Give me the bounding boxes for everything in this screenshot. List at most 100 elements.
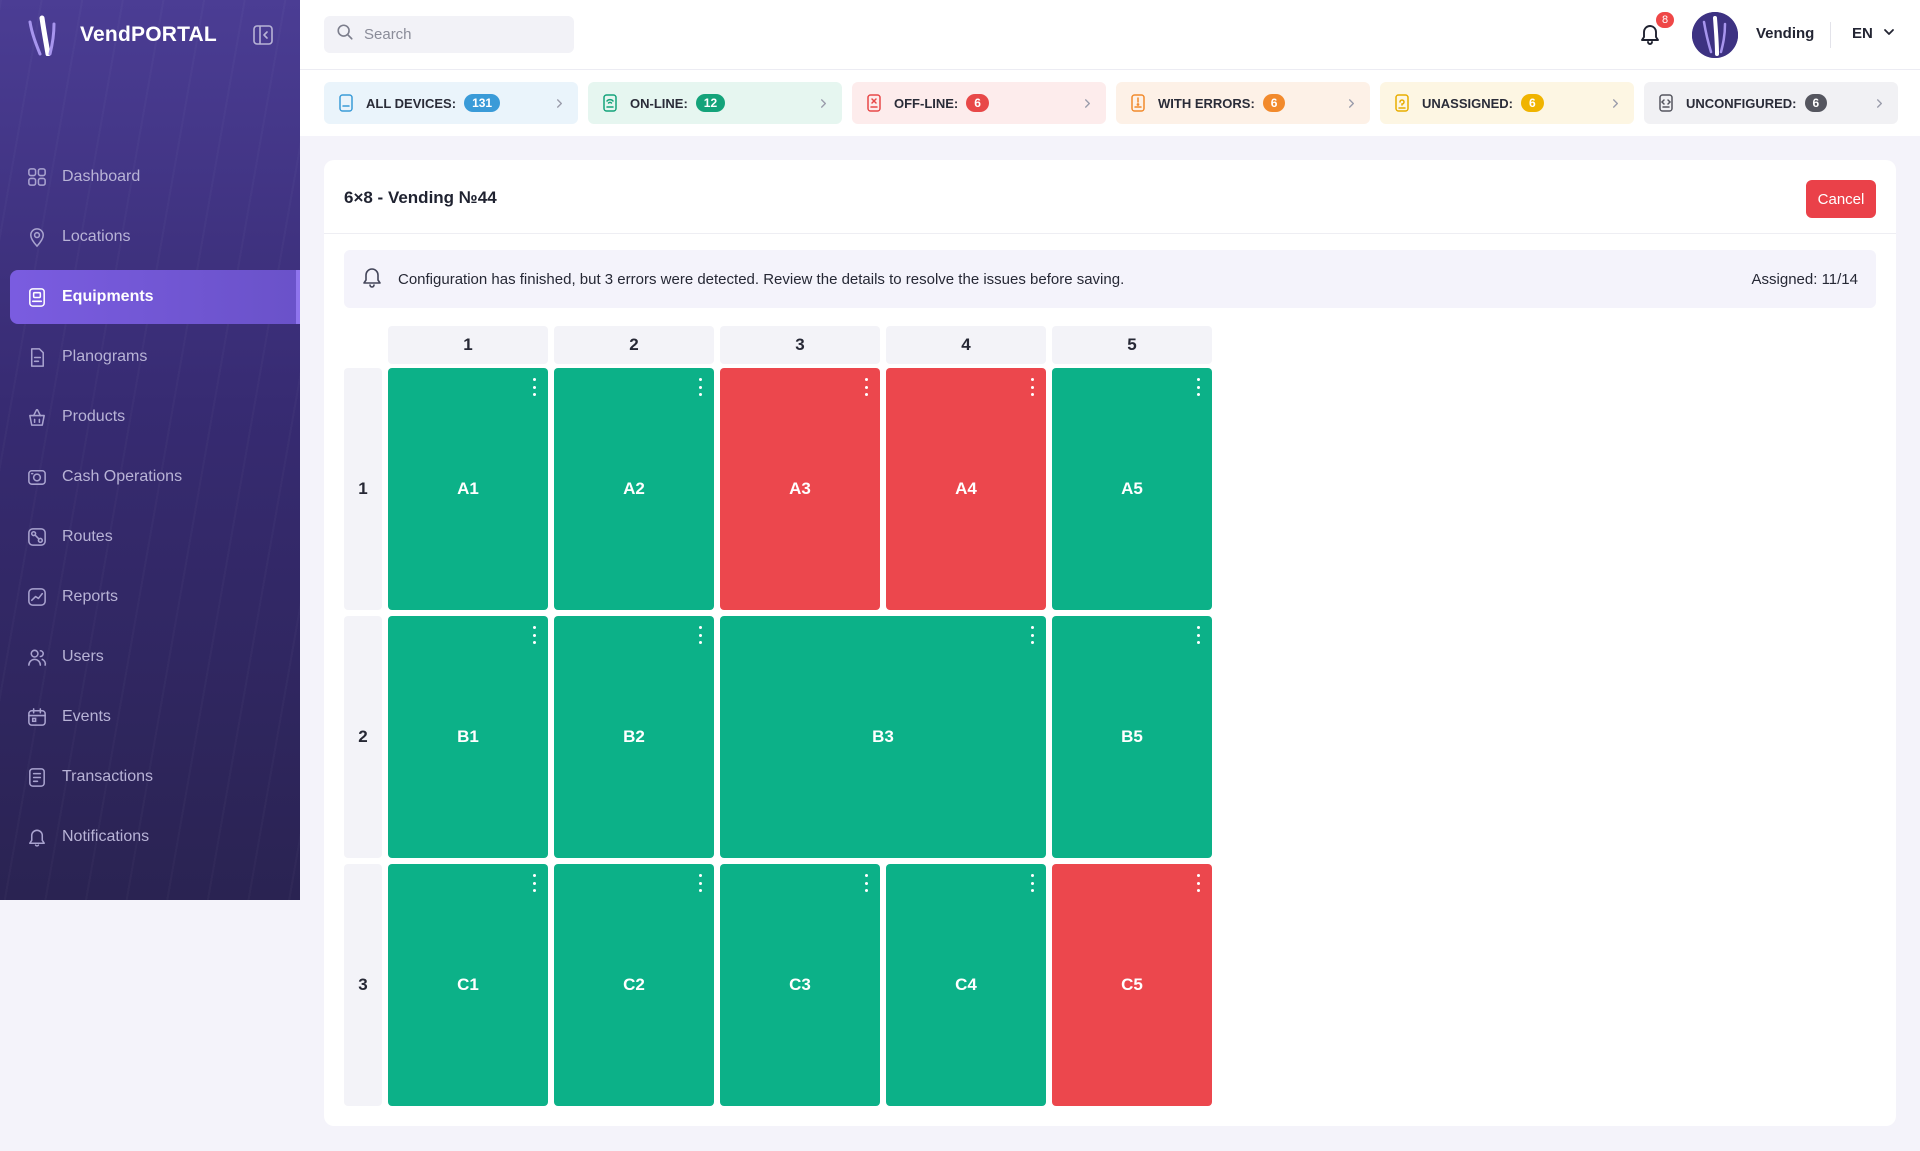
slot-cell[interactable]: A1 bbox=[388, 368, 548, 610]
slot-label: C4 bbox=[955, 975, 977, 994]
sidebar-item-equipments[interactable]: Equipments bbox=[10, 270, 300, 324]
calendar-icon bbox=[26, 706, 48, 728]
device-status-bar: ALL DEVICES: 131 ON-LINE: 12 OFF-LINE: 6 WITH … bbox=[300, 70, 1920, 136]
kebab-menu-icon[interactable] bbox=[1028, 874, 1036, 892]
slot-cell[interactable]: A3 bbox=[720, 368, 880, 610]
logo[interactable]: VendPORTAL bbox=[24, 14, 217, 57]
avatar[interactable] bbox=[1692, 12, 1738, 58]
device-status-icon bbox=[600, 93, 620, 113]
status-tab-on-line[interactable]: ON-LINE: 12 bbox=[588, 82, 842, 124]
slot-label: A2 bbox=[623, 479, 645, 498]
planogram-card: 6×8 - Vending №44 Cancel Configuration h… bbox=[324, 160, 1896, 1126]
notifications-count-badge: 8 bbox=[1656, 12, 1674, 28]
kebab-menu-icon[interactable] bbox=[696, 378, 704, 396]
slot-cell[interactable]: A2 bbox=[554, 368, 714, 610]
sidebar-item-cash-operations[interactable]: Cash Operations bbox=[10, 450, 300, 504]
device-status-icon bbox=[864, 93, 884, 113]
sidebar-item-users[interactable]: Users bbox=[10, 630, 300, 684]
sidebar-item-label: Cash Operations bbox=[62, 468, 183, 485]
slot-label: B2 bbox=[623, 727, 645, 746]
chevron-right-icon bbox=[819, 96, 828, 111]
location-pin-icon bbox=[26, 226, 48, 248]
sidebar-nav: Dashboard Locations Equipments Planograms Pr… bbox=[10, 150, 300, 870]
chevron-right-icon bbox=[1875, 96, 1884, 111]
slot-cell[interactable]: C5 bbox=[1052, 864, 1212, 1106]
sidebar-item-notifications[interactable]: Notifications bbox=[10, 810, 300, 864]
search-box[interactable] bbox=[324, 16, 574, 53]
search-input[interactable] bbox=[364, 26, 554, 43]
assigned-count: Assigned: 11/14 bbox=[1751, 271, 1858, 288]
slot-cell[interactable]: B1 bbox=[388, 616, 548, 858]
kebab-menu-icon[interactable] bbox=[696, 626, 704, 644]
column-header: 1 bbox=[388, 326, 548, 364]
status-tab-label: UNASSIGNED: bbox=[1422, 95, 1514, 111]
sidebar-item-dashboard[interactable]: Dashboard bbox=[10, 150, 300, 204]
slot-cell[interactable]: B2 bbox=[554, 616, 714, 858]
sidebar-item-label: Events bbox=[62, 708, 111, 725]
logo-text: VendPORTAL bbox=[80, 23, 217, 46]
cancel-button[interactable]: Cancel bbox=[1806, 180, 1876, 218]
kebab-menu-icon[interactable] bbox=[1028, 626, 1036, 644]
sidebar-item-label: Equipments bbox=[62, 288, 154, 305]
notifications-bell-icon[interactable] bbox=[1638, 22, 1664, 48]
card-header: 6×8 - Vending №44 Cancel bbox=[324, 160, 1896, 234]
cash-icon bbox=[26, 466, 48, 488]
slot-cell[interactable]: A5 bbox=[1052, 368, 1212, 610]
slot-cell[interactable]: C1 bbox=[388, 864, 548, 1106]
status-tab-label: WITH ERRORS: bbox=[1158, 95, 1255, 111]
basket-icon bbox=[26, 406, 48, 428]
status-tab-label: ON-LINE: bbox=[630, 95, 688, 111]
status-tab-with-errors[interactable]: WITH ERRORS: 6 bbox=[1116, 82, 1370, 124]
sidebar-item-planograms[interactable]: Planograms bbox=[10, 330, 300, 384]
sidebar-item-label: Locations bbox=[62, 228, 131, 245]
kebab-menu-icon[interactable] bbox=[1028, 378, 1036, 396]
sidebar-item-transactions[interactable]: Transactions bbox=[10, 750, 300, 804]
chevron-down-icon bbox=[1883, 25, 1895, 42]
device-status-icon bbox=[1392, 93, 1412, 113]
kebab-menu-icon[interactable] bbox=[530, 378, 538, 396]
slot-cell[interactable]: C3 bbox=[720, 864, 880, 1106]
kebab-menu-icon[interactable] bbox=[696, 874, 704, 892]
configuration-alert: Configuration has finished, but 3 errors… bbox=[344, 250, 1876, 308]
sidebar-item-products[interactable]: Products bbox=[10, 390, 300, 444]
topbar: 8 Vending EN bbox=[300, 0, 1920, 70]
slot-label: A5 bbox=[1121, 479, 1143, 498]
status-tab-off-line[interactable]: OFF-LINE: 6 bbox=[852, 82, 1106, 124]
status-tab-label: ALL DEVICES: bbox=[366, 95, 457, 111]
user-name[interactable]: Vending bbox=[1756, 25, 1815, 42]
slot-cell[interactable]: B3 bbox=[720, 616, 1046, 858]
row-header: 1 bbox=[344, 368, 382, 610]
kebab-menu-icon[interactable] bbox=[530, 626, 538, 644]
status-count-badge: 12 bbox=[695, 94, 726, 112]
kebab-menu-icon[interactable] bbox=[1194, 874, 1202, 892]
sidebar-item-reports[interactable]: Reports bbox=[10, 570, 300, 624]
sidebar-item-events[interactable]: Events bbox=[10, 690, 300, 744]
sidebar-item-label: Users bbox=[62, 648, 104, 665]
page-title: 6×8 - Vending №44 bbox=[344, 188, 497, 207]
slot-cell[interactable]: C4 bbox=[886, 864, 1046, 1106]
status-tab-unassigned[interactable]: UNASSIGNED: 6 bbox=[1380, 82, 1634, 124]
column-header: 5 bbox=[1052, 326, 1212, 364]
kebab-menu-icon[interactable] bbox=[862, 378, 870, 396]
kebab-menu-icon[interactable] bbox=[862, 874, 870, 892]
status-tab-label: OFF-LINE: bbox=[894, 95, 959, 111]
slot-cell[interactable]: C2 bbox=[554, 864, 714, 1106]
language-selector[interactable]: EN bbox=[1852, 25, 1895, 42]
slot-cell[interactable]: B5 bbox=[1052, 616, 1212, 858]
device-status-icon bbox=[336, 93, 356, 113]
status-tab-unconfigured[interactable]: UNCONFIGURED: 6 bbox=[1644, 82, 1898, 124]
status-tab-all-devices[interactable]: ALL DEVICES: 131 bbox=[324, 82, 578, 124]
kebab-menu-icon[interactable] bbox=[1194, 378, 1202, 396]
collapse-sidebar-icon[interactable] bbox=[252, 24, 274, 46]
sidebar-item-label: Transactions bbox=[62, 768, 153, 785]
slot-label: C2 bbox=[623, 975, 645, 994]
slot-label: C1 bbox=[457, 975, 479, 994]
slot-cell[interactable]: A4 bbox=[886, 368, 1046, 610]
sidebar-item-routes[interactable]: Routes bbox=[10, 510, 300, 564]
chevron-right-icon bbox=[1611, 96, 1620, 111]
sidebar-item-locations[interactable]: Locations bbox=[10, 210, 300, 264]
device-status-icon bbox=[1128, 93, 1148, 113]
status-count-badge: 6 bbox=[1804, 94, 1828, 112]
kebab-menu-icon[interactable] bbox=[1194, 626, 1202, 644]
kebab-menu-icon[interactable] bbox=[530, 874, 538, 892]
